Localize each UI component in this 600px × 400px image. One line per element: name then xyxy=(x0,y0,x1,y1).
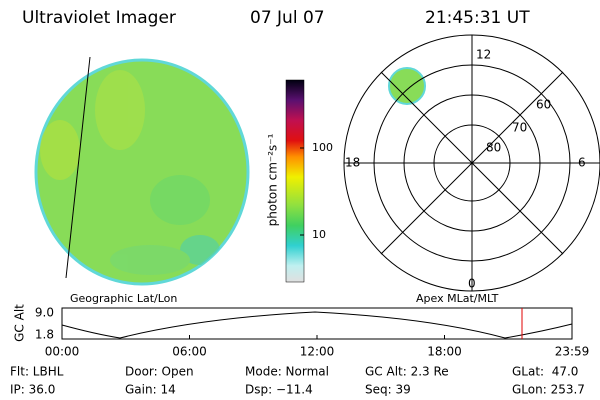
time-label: 18:00 xyxy=(427,345,462,359)
info-field: Gain: 14 xyxy=(125,383,176,397)
polar-plot xyxy=(343,34,600,292)
mlt-label: 0 xyxy=(468,277,476,291)
lat-label: 70 xyxy=(512,121,527,135)
altitude-tick: 9.0 xyxy=(35,306,54,320)
info-field: Door: Open xyxy=(125,365,194,379)
info-field: Mode: Normal xyxy=(245,365,329,379)
colorbar-label: photon cm⁻²s⁻¹ xyxy=(266,133,280,226)
panel-label: Geographic Lat/Lon xyxy=(70,292,177,305)
info-field: GLat: 47.0 xyxy=(512,365,578,379)
info-field: GLon: 253.7 xyxy=(512,383,585,397)
altitude-tick: 1.8 xyxy=(35,328,54,342)
info-field: Dsp: −11.4 xyxy=(245,383,313,397)
title: Ultraviolet Imager xyxy=(22,8,176,28)
info-field: Seq: 39 xyxy=(365,383,411,397)
colorbar-tick: 10 xyxy=(312,228,326,241)
altitude-label: GC Alt xyxy=(13,304,27,342)
colorbar: 100 10 photon cm⁻²s⁻¹ xyxy=(266,79,333,283)
info-field: IP: 36.0 xyxy=(10,383,55,397)
lat-label: 60 xyxy=(536,98,551,112)
uv-image xyxy=(34,56,250,286)
lat-label: 80 xyxy=(486,141,501,155)
altitude-plot xyxy=(61,307,573,340)
mlt-label: 12 xyxy=(476,48,491,62)
time-label: 12:00 xyxy=(300,345,335,359)
date: 07 Jul 07 xyxy=(250,8,325,28)
panel-label: Apex MLat/MLT xyxy=(416,292,499,305)
time-label: 00:00 xyxy=(45,345,80,359)
time-label: 23:59 xyxy=(555,345,590,359)
time-label: 06:00 xyxy=(172,345,207,359)
time: 21:45:31 UT xyxy=(425,8,530,28)
mlt-label: 18 xyxy=(345,156,360,170)
mlt-label: 6 xyxy=(578,156,586,170)
info-field: Flt: LBHL xyxy=(10,365,64,379)
info-field: GC Alt: 2.3 Re xyxy=(365,365,449,379)
colorbar-tick: 100 xyxy=(312,141,333,154)
